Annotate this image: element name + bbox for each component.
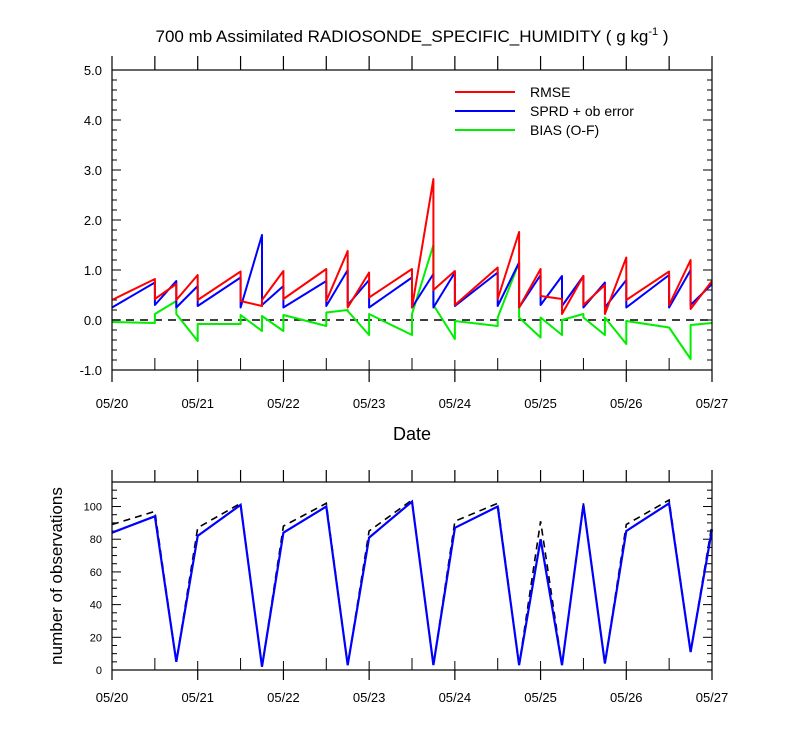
bottom-plot-frame: [111, 481, 713, 671]
x-tick-label: 05/22: [267, 396, 300, 411]
y-axis-label: number of observations: [47, 487, 66, 665]
top-plot-frame: [111, 69, 713, 371]
legend-label: BIAS (O-F): [530, 122, 599, 138]
x-tick-label: 05/27: [696, 396, 729, 411]
x-tick-label: 05/21: [181, 690, 214, 705]
series-line-0: [111, 178, 713, 315]
chart-title: 700 mb Assimilated RADIOSONDE_SPECIFIC_H…: [156, 26, 669, 46]
chart-title-text: 700 mb Assimilated RADIOSONDE_SPECIFIC_H…: [156, 27, 649, 46]
bottom-y-tick-labels: 0 20 40 60 80 100: [84, 502, 102, 677]
chart-title-superscript: -1: [648, 26, 658, 38]
legend-label: SPRD + ob error: [530, 103, 634, 119]
x-tick-label: 05/22: [267, 690, 300, 705]
bottom-series-lines: [111, 498, 714, 667]
bottom-ticks: [111, 470, 713, 680]
x-tick-label: 05/27: [696, 690, 729, 705]
top-x-tick-labels: 05/20 05/21 05/22 05/23 05/24 05/25 05/26 05/27: [96, 396, 729, 411]
y-tick-label: 0.0: [84, 313, 102, 328]
y-tick-label: 1.0: [84, 263, 102, 278]
x-tick-label: 05/23: [353, 396, 386, 411]
x-tick-label: 05/20: [96, 690, 129, 705]
y-tick-label: 4.0: [84, 113, 102, 128]
legend: RMSE SPRD + ob error BIAS (O-F): [455, 84, 634, 138]
y-tick-label: 5.0: [84, 63, 102, 78]
x-tick-label: 05/26: [610, 396, 643, 411]
x-tick-label: 05/20: [96, 396, 129, 411]
bottom-x-tick-labels: 05/20 05/21 05/22 05/23 05/24 05/25 05/26 05/27: [96, 690, 729, 705]
y-tick-label: 40: [90, 600, 102, 612]
obs-solid-line: [111, 499, 714, 667]
x-axis-label: Date: [393, 424, 431, 444]
y-tick-label: 0: [96, 665, 102, 677]
x-tick-label: 05/25: [524, 690, 557, 705]
y-tick-label: 60: [90, 567, 102, 579]
top-series-lines: [111, 178, 713, 360]
x-tick-label: 05/24: [439, 690, 472, 705]
legend-label: RMSE: [530, 84, 570, 100]
y-tick-label: -1.0: [80, 363, 102, 378]
top-y-tick-labels: -1.0 0.0 1.0 2.0 3.0 4.0 5.0: [80, 63, 102, 378]
y-tick-label: 2.0: [84, 213, 102, 228]
top-panel: -1.00.01.02.03.04.05.0 05/20 05/21 05/22 05…: [80, 56, 729, 444]
x-tick-label: 05/24: [439, 396, 472, 411]
y-tick-label: 80: [90, 534, 102, 546]
y-tick-label: 3.0: [84, 163, 102, 178]
y-tick-label: 20: [90, 632, 102, 644]
x-tick-label: 05/25: [524, 396, 557, 411]
y-tick-label: 100: [84, 502, 102, 514]
obs-dashed-line: [111, 498, 713, 667]
x-tick-label: 05/26: [610, 690, 643, 705]
chart-title-close: ): [658, 27, 668, 46]
x-tick-label: 05/21: [181, 396, 214, 411]
x-tick-label: 05/23: [353, 690, 386, 705]
